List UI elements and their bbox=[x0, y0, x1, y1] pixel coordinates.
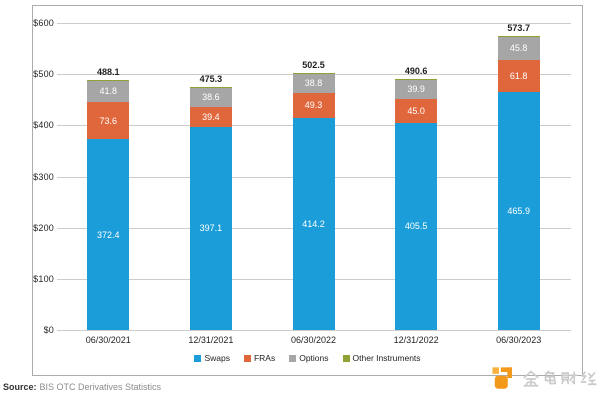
plot-area: $0 $100 $200 $300 $400 $500 $600 372.4 73.6 41.8 4… bbox=[33, 6, 582, 375]
x-tick-label: 12/31/2021 bbox=[188, 335, 234, 345]
bar-total-label: 573.7 bbox=[507, 23, 530, 34]
x-tick-label: 12/31/2022 bbox=[393, 335, 439, 345]
legend-label: Swaps bbox=[204, 353, 230, 363]
segment-value-label: 73.6 bbox=[99, 115, 118, 126]
bar-total-label: 502.5 bbox=[302, 59, 325, 70]
legend-item-options: Options bbox=[289, 353, 329, 363]
bar-segment-fras bbox=[292, 92, 335, 119]
bar-segment-options bbox=[395, 79, 438, 100]
source-text: BIS OTC Derivatives Statistics bbox=[39, 382, 162, 392]
bar-segment-fras bbox=[189, 106, 232, 127]
bar-segment-fras bbox=[395, 99, 438, 123]
watermark-char-jing bbox=[580, 370, 597, 385]
legend-label: FRAs bbox=[253, 353, 276, 363]
segment-value-label: 61.8 bbox=[509, 70, 528, 81]
bar-segment-swaps bbox=[189, 126, 232, 330]
bar-segment-swaps bbox=[87, 139, 130, 330]
segment-value-label: 372.4 bbox=[97, 229, 120, 240]
watermark-jinse-finance: 金色财经 bbox=[492, 365, 597, 392]
watermark-char-cai bbox=[561, 370, 578, 384]
segment-value-label: 397.1 bbox=[199, 223, 223, 234]
watermark-char-jin bbox=[523, 370, 539, 387]
legend-item-other-instruments: Other Instruments bbox=[342, 353, 421, 363]
bar-segment-options bbox=[189, 86, 232, 107]
bar-segment-options bbox=[87, 80, 130, 102]
segment-value-label: 39.4 bbox=[202, 111, 220, 122]
source-label: Source: bbox=[3, 382, 37, 392]
legend-label: Other Instruments bbox=[352, 353, 421, 363]
bar-segment-options bbox=[292, 72, 335, 93]
watermark-glyphs bbox=[522, 370, 597, 388]
chart-legend: Swaps FRAs Options Other Instruments bbox=[33, 353, 582, 363]
gridline bbox=[57, 23, 571, 24]
y-tick-label: $300 bbox=[33, 171, 54, 182]
bar-segment-swaps bbox=[292, 118, 335, 330]
legend-swatch-icon bbox=[342, 354, 350, 362]
y-tick-label: $600 bbox=[33, 18, 54, 28]
segment-value-label: 45.0 bbox=[407, 106, 425, 116]
bar-total-label: 490.6 bbox=[404, 65, 428, 76]
y-tick-label: $0 bbox=[43, 325, 54, 335]
legend-swatch-icon bbox=[289, 354, 297, 362]
legend-swatch-icon bbox=[243, 354, 251, 362]
bar-total-label: 488.1 bbox=[97, 67, 120, 78]
chart-frame: $0 $100 $200 $300 $400 $500 $600 372.4 73.6 41.8 4… bbox=[32, 5, 583, 376]
bar-segment-fras bbox=[87, 101, 130, 140]
segment-value-label: 465.9 bbox=[507, 205, 530, 216]
y-tick-label: $100 bbox=[33, 273, 54, 284]
legend-item-fras: FRAs bbox=[243, 353, 276, 363]
segment-value-label: 41.8 bbox=[99, 86, 118, 97]
segment-value-label: 414.2 bbox=[302, 219, 325, 230]
segment-value-label: 38.8 bbox=[304, 77, 323, 88]
x-tick-label: 06/30/2022 bbox=[290, 335, 337, 345]
segment-value-label: 39.9 bbox=[407, 84, 425, 95]
jinse-logo-icon bbox=[492, 367, 512, 389]
y-tick-label: $200 bbox=[33, 222, 54, 233]
bar-segment-fras bbox=[497, 59, 540, 92]
bar-segment-swaps bbox=[395, 122, 438, 330]
bar-segment-options bbox=[497, 36, 540, 60]
gridline bbox=[57, 330, 571, 331]
x-tick-label: 06/30/2023 bbox=[496, 335, 542, 345]
segment-value-label: 45.8 bbox=[509, 43, 528, 54]
bar-total-label: 475.3 bbox=[199, 73, 223, 84]
legend-item-swaps: Swaps bbox=[194, 353, 230, 363]
source-note: Source: BIS OTC Derivatives Statistics bbox=[3, 381, 161, 393]
y-tick-label: $500 bbox=[33, 69, 54, 80]
legend-swatch-icon bbox=[194, 354, 202, 362]
y-tick-label: $400 bbox=[33, 120, 54, 131]
segment-value-label: 49.3 bbox=[304, 100, 323, 111]
bar-segment-swaps bbox=[497, 91, 540, 330]
segment-value-label: 405.5 bbox=[404, 221, 428, 232]
segment-value-label: 38.6 bbox=[202, 91, 220, 102]
watermark-char-se bbox=[544, 370, 557, 384]
x-tick-label: 06/30/2021 bbox=[85, 335, 131, 345]
legend-label: Options bbox=[299, 353, 329, 363]
